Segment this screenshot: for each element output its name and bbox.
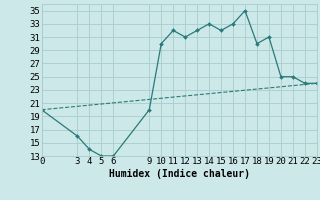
X-axis label: Humidex (Indice chaleur): Humidex (Indice chaleur) — [109, 169, 250, 179]
